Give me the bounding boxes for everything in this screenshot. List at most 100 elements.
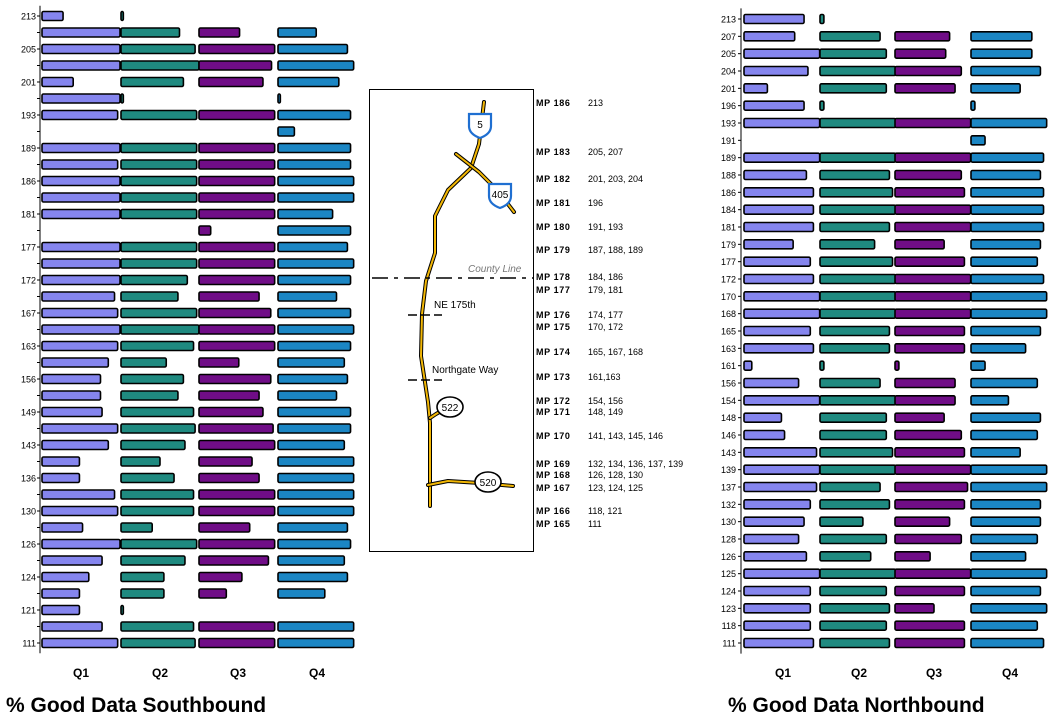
- milepost-label: MP 170: [536, 431, 570, 441]
- northbound-bar-q2: [819, 204, 897, 215]
- southbound-bar-q3: [198, 324, 276, 335]
- southbound-bar-q1: [41, 258, 121, 269]
- northbound-bar-q3: [894, 256, 966, 267]
- southbound-tick-label: 126: [21, 540, 36, 550]
- milepost-label: MP 168: [536, 470, 570, 480]
- southbound-bar-q3: [198, 225, 212, 236]
- southbound-bar-q4: [277, 357, 346, 368]
- northbound-bar-q1: [743, 256, 812, 267]
- southbound-bar-q4: [277, 406, 352, 418]
- milepost-stations: 132, 134, 136, 137, 139: [588, 459, 683, 469]
- southbound-bar-q3: [198, 43, 276, 55]
- northbound-bar-q3: [894, 65, 963, 77]
- northbound-bar-q2: [819, 395, 897, 406]
- milepost-label: MP 167: [536, 483, 570, 493]
- northbound-tick-label: 181: [721, 223, 736, 233]
- northbound-tick-label: 128: [721, 535, 736, 545]
- northbound-bar-q1: [743, 13, 805, 25]
- southbound-bar-q3: [198, 373, 272, 385]
- southbound-bar-q4: [277, 258, 355, 269]
- southbound-bar-q3: [198, 307, 272, 319]
- southbound-bar-q3: [198, 555, 270, 566]
- southbound-bar-q2: [120, 192, 198, 203]
- northbound-bar-q4: [970, 117, 1048, 129]
- southbound-bar-q1: [41, 291, 116, 302]
- southbound-bar-q1: [41, 109, 119, 121]
- northbound-bar-q1: [743, 117, 821, 129]
- southbound-bar-q4: [277, 439, 346, 451]
- northbound-bar-q3: [894, 637, 966, 649]
- northbound-bar-q4: [970, 48, 1033, 59]
- southbound-bar-q3: [198, 406, 264, 418]
- northbound-tick-label: 189: [721, 153, 736, 163]
- northbound-bar-q3: [894, 117, 972, 129]
- milepost-stations: 179, 181: [588, 285, 623, 295]
- northbound-bar-q1: [743, 187, 815, 198]
- southbound-bar-q1: [41, 390, 102, 401]
- southbound-tick-label: 111: [22, 639, 36, 649]
- milepost-label: MP 176: [536, 310, 570, 320]
- southbound-bar-q4: [277, 637, 355, 649]
- southbound-bar-q3: [198, 274, 276, 286]
- southbound-bar-q4: [277, 423, 352, 434]
- northbound-bar-q2: [819, 13, 825, 25]
- southbound-bar-q1: [41, 538, 121, 550]
- northbound-bar-q2: [819, 187, 894, 198]
- northbound-bar-q4: [970, 360, 986, 371]
- southbound-bar-q3: [198, 637, 276, 649]
- northbound-bar-q3: [894, 551, 931, 562]
- northbound-bar-q3: [894, 31, 951, 42]
- southbound-tick-label: 130: [21, 507, 36, 517]
- southbound-bar-q4: [277, 76, 340, 88]
- northbound-bar-q1: [743, 585, 812, 597]
- southbound-quarter-label: Q3: [230, 666, 246, 680]
- northbound-bar-q1: [743, 603, 812, 614]
- northbound-bar-q2: [819, 117, 897, 129]
- northbound-bar-q3: [894, 360, 900, 371]
- southbound-bar-q2: [120, 175, 198, 187]
- southbound-bar-q1: [41, 159, 119, 170]
- southbound-bar-q1: [41, 505, 119, 517]
- southbound-bar-q4: [277, 324, 355, 335]
- southbound-bar-q4: [277, 340, 352, 352]
- northbound-bar-q1: [743, 31, 796, 42]
- northbound-bar-q1: [743, 568, 821, 579]
- northbound-bar-q4: [970, 187, 1045, 198]
- northbound-tick-label: 168: [721, 309, 736, 319]
- southbound-tick-label: 163: [21, 342, 36, 352]
- northbound-bar-q4: [970, 100, 976, 111]
- northbound-tick-label: 137: [721, 483, 736, 493]
- milepost-label: MP 182: [536, 174, 570, 184]
- southbound-bar-q3: [198, 159, 276, 170]
- milepost-label: MP 183: [536, 147, 570, 157]
- northbound-quarter-label: Q1: [775, 666, 791, 680]
- northbound-tick-label: 196: [721, 101, 736, 111]
- southbound-bar-q3: [198, 60, 273, 71]
- southbound-bar-q4: [277, 307, 352, 319]
- northbound-tick-label: 111: [722, 639, 736, 649]
- northbound-bar-q3: [894, 499, 966, 510]
- northbound-bar-q2: [819, 48, 888, 59]
- southbound-bar-q1: [41, 637, 119, 649]
- southbound-bar-q3: [198, 456, 253, 467]
- southbound-bar-q1: [41, 241, 121, 253]
- southbound-bar-q2: [120, 142, 198, 154]
- northbound-bar-q1: [743, 273, 815, 285]
- northbound-bar-q2: [819, 221, 891, 233]
- northbound-bar-q1: [743, 169, 808, 181]
- southbound-bar-q4: [277, 472, 355, 484]
- northbound-bar-q2: [819, 273, 897, 285]
- northbound-bar-q2: [819, 65, 897, 77]
- sr520-marker: [474, 471, 502, 493]
- northbound-bar-q1: [743, 325, 812, 337]
- milepost-stations: 141, 143, 145, 146: [588, 431, 663, 441]
- northbound-bar-q4: [970, 499, 1042, 510]
- northbound-quarter-label: Q3: [926, 666, 942, 680]
- southbound-bar-q3: [198, 472, 260, 484]
- northbound-bar-q4: [970, 65, 1042, 77]
- southbound-bar-q4: [277, 538, 352, 550]
- southbound-bar-q2: [120, 93, 125, 104]
- northbound-bar-q3: [894, 273, 972, 285]
- southbound-bar-q3: [198, 571, 243, 583]
- northbound-tick-label: 201: [721, 84, 736, 94]
